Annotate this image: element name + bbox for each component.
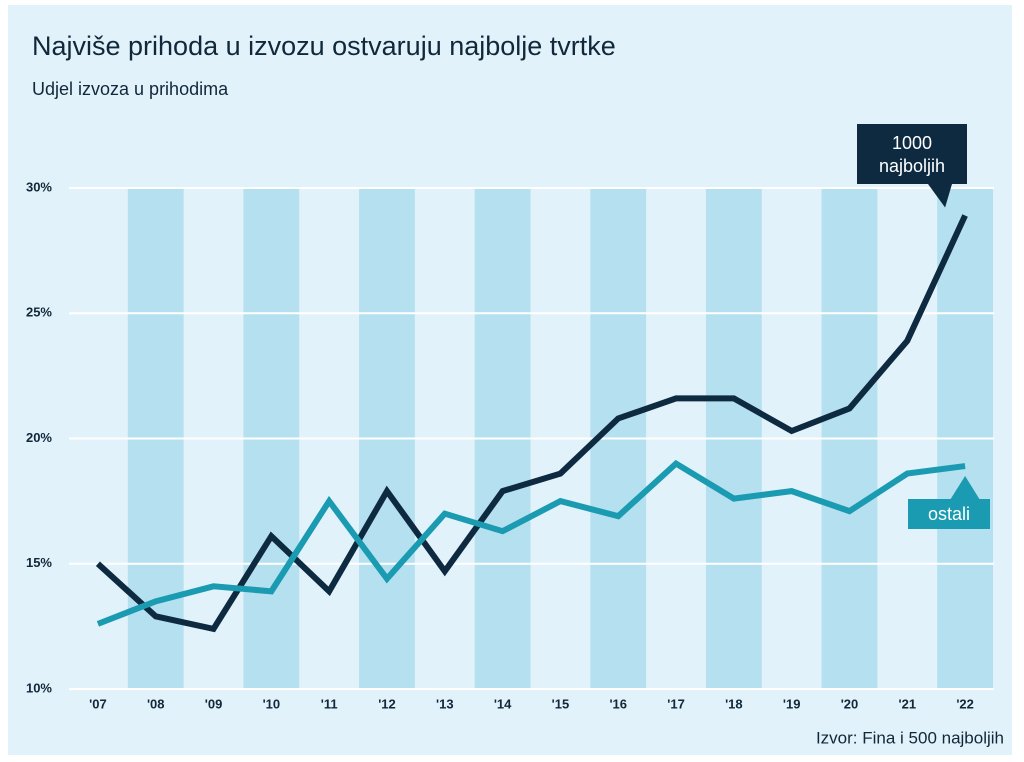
x-tick-label: '16 [609, 696, 627, 711]
series-line [96, 459, 966, 627]
legend-pointer [950, 476, 980, 500]
x-tick-label: '11 [321, 696, 338, 711]
x-tick-label: '15 [552, 696, 570, 711]
y-tick-label: 15% [26, 555, 52, 570]
legend-label: 1000 najboljih [857, 124, 967, 184]
x-tick-label: '14 [494, 696, 512, 711]
chart-title: Najviše prihoda u izvozu ostvaruju najbo… [32, 31, 616, 61]
x-tick-label: '19 [783, 696, 801, 711]
x-tick-label: '09 [205, 696, 223, 711]
x-tick-label: '12 [378, 696, 396, 711]
chart-subtitle: Udjel izvoza u prihodima [32, 79, 229, 99]
source: Izvor: Fina i 500 najboljih [816, 728, 1004, 747]
x-tick-label: '22 [956, 696, 974, 711]
x-tick-label: '18 [725, 696, 743, 711]
series-line [95, 214, 968, 633]
x-tick-label: '07 [89, 696, 107, 711]
x-tick-label: '08 [147, 696, 165, 711]
x-tick-label: '13 [436, 696, 454, 711]
x-tick-label: '20 [841, 696, 859, 711]
y-tick-label: 20% [26, 430, 52, 445]
x-tick-label: '21 [899, 696, 917, 711]
y-tick-label: 25% [26, 305, 52, 320]
legend-pointer [928, 184, 952, 208]
x-tick-label: '17 [667, 696, 685, 711]
legend-label: ostali [908, 499, 990, 529]
x-tick-label: '10 [263, 696, 281, 711]
y-tick-label: 30% [26, 179, 52, 194]
y-tick-label: 10% [26, 680, 52, 695]
